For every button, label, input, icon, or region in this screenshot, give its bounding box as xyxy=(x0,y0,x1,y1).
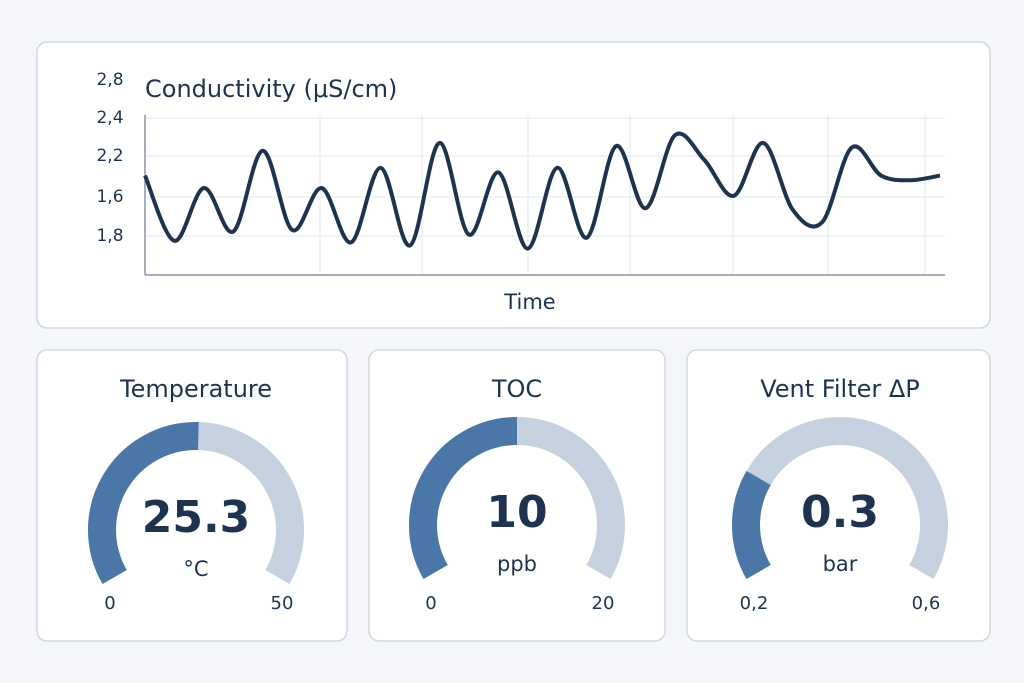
gauge-title: TOC xyxy=(491,375,542,403)
gauge-fill xyxy=(88,422,199,584)
gauge-min: 0 xyxy=(425,593,436,614)
gauge-fill xyxy=(732,471,771,579)
y-tick-label: 2,2 xyxy=(96,146,123,166)
gauge-title: Vent Filter ΔP xyxy=(760,375,920,403)
gauge-max: 0,6 xyxy=(912,593,941,614)
gauge-min: 0,2 xyxy=(740,593,769,614)
gauge-max: 20 xyxy=(592,593,615,614)
chart-title: Conductivity (μS/cm) xyxy=(145,75,397,103)
gauge-title: Temperature xyxy=(119,375,272,403)
chart-panel xyxy=(36,41,991,329)
y-tick-label: 1,8 xyxy=(96,226,123,246)
gauge-unit: °C xyxy=(183,557,208,581)
data-line xyxy=(143,131,941,251)
x-axis-label: Time xyxy=(503,290,555,314)
gauge-min: 0 xyxy=(104,593,115,614)
gauge-unit: bar xyxy=(823,552,858,576)
y-tick-label: 2,8 xyxy=(96,70,123,90)
gauge-value: 0.3 xyxy=(801,487,879,538)
y-tick-label: 1,6 xyxy=(96,187,123,207)
gauge-panel xyxy=(368,349,666,642)
gauge-value: 25.3 xyxy=(142,492,251,543)
gauge-fill xyxy=(409,417,518,579)
gauge-value: 10 xyxy=(486,487,547,538)
gauge-max: 50 xyxy=(271,593,294,614)
y-tick-label: 2,4 xyxy=(96,108,123,128)
gauge-unit: ppb xyxy=(497,552,537,576)
